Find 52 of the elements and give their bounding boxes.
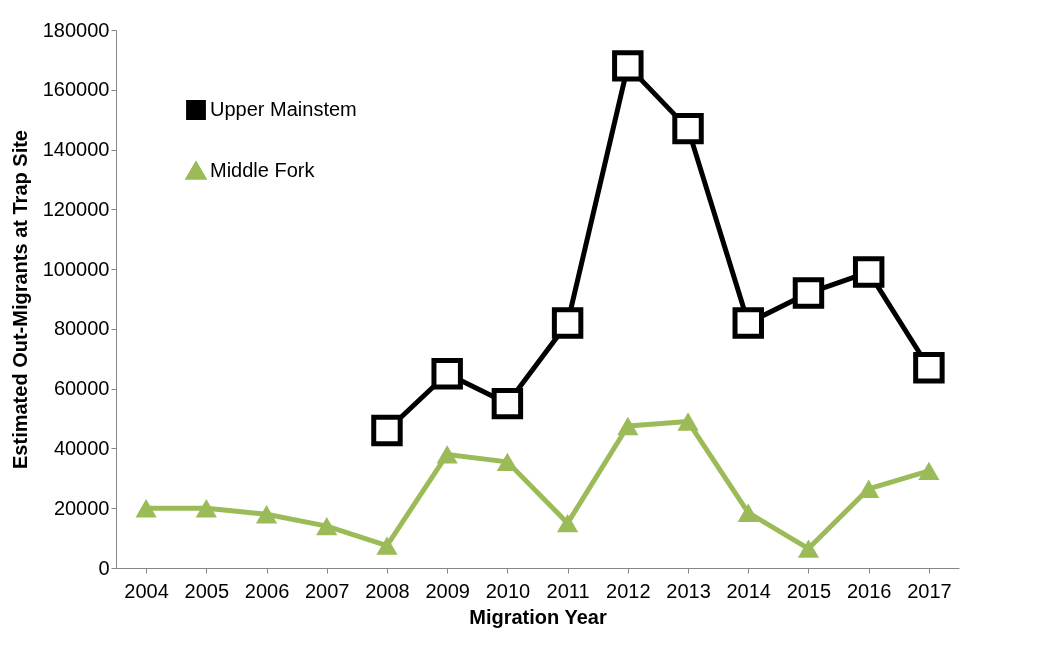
x-tick-label: 2006 [244, 579, 290, 602]
point [436, 445, 458, 464]
point [557, 513, 579, 533]
point [797, 539, 820, 558]
y-tick-label: 40000 [53, 436, 110, 459]
x-tick-label: 2007 [305, 579, 350, 602]
point [551, 307, 584, 339]
point [195, 499, 217, 518]
x-tick-label: 2009 [425, 579, 470, 602]
x-tick-label: 2017 [907, 579, 952, 602]
x-tick-label: 2008 [365, 579, 410, 602]
point [918, 461, 940, 481]
x-tick-label: 2013 [666, 579, 711, 602]
y-tick-label: 20000 [53, 496, 110, 519]
point [371, 414, 403, 447]
y-tick-label: 160000 [42, 78, 110, 101]
x-tick-label: 2004 [124, 579, 169, 602]
point [792, 277, 825, 309]
point [617, 416, 639, 436]
y-tick-label: 180000 [42, 18, 110, 41]
legend-label: Middle Fork [210, 159, 316, 181]
point [135, 499, 157, 518]
point [255, 505, 278, 524]
x-tick-label: 2015 [786, 579, 832, 602]
x-tick-label: 2014 [726, 579, 771, 602]
point [737, 503, 759, 522]
y-tick-label: 80000 [53, 317, 110, 340]
x-tick-label: 2011 [546, 579, 590, 602]
point [913, 352, 945, 384]
y-tick-label: 60000 [53, 377, 110, 400]
point [858, 479, 880, 498]
x-tick-label: 2010 [485, 579, 531, 602]
y-tick-label: 100000 [42, 257, 110, 280]
point [732, 307, 764, 339]
legend-label: Upper Mainstem [210, 98, 357, 120]
x-axis-title: Migration Year [469, 605, 607, 628]
point [496, 452, 518, 472]
point [491, 387, 524, 420]
point [677, 412, 699, 431]
point [612, 50, 644, 82]
x-tick-label: 2005 [184, 579, 230, 602]
point [431, 357, 463, 390]
y-tick-label: 140000 [42, 138, 110, 161]
y-tick-label: 0 [98, 556, 110, 579]
y-axis-title: Estimated Out-Migrants at Trap Site [8, 130, 31, 469]
y-tick-label: 120000 [42, 197, 110, 220]
x-tick-label: 2016 [846, 579, 892, 602]
point [852, 256, 885, 288]
x-tick-label: 2012 [606, 579, 651, 602]
point [672, 112, 704, 145]
point [376, 536, 398, 555]
point [316, 516, 338, 536]
